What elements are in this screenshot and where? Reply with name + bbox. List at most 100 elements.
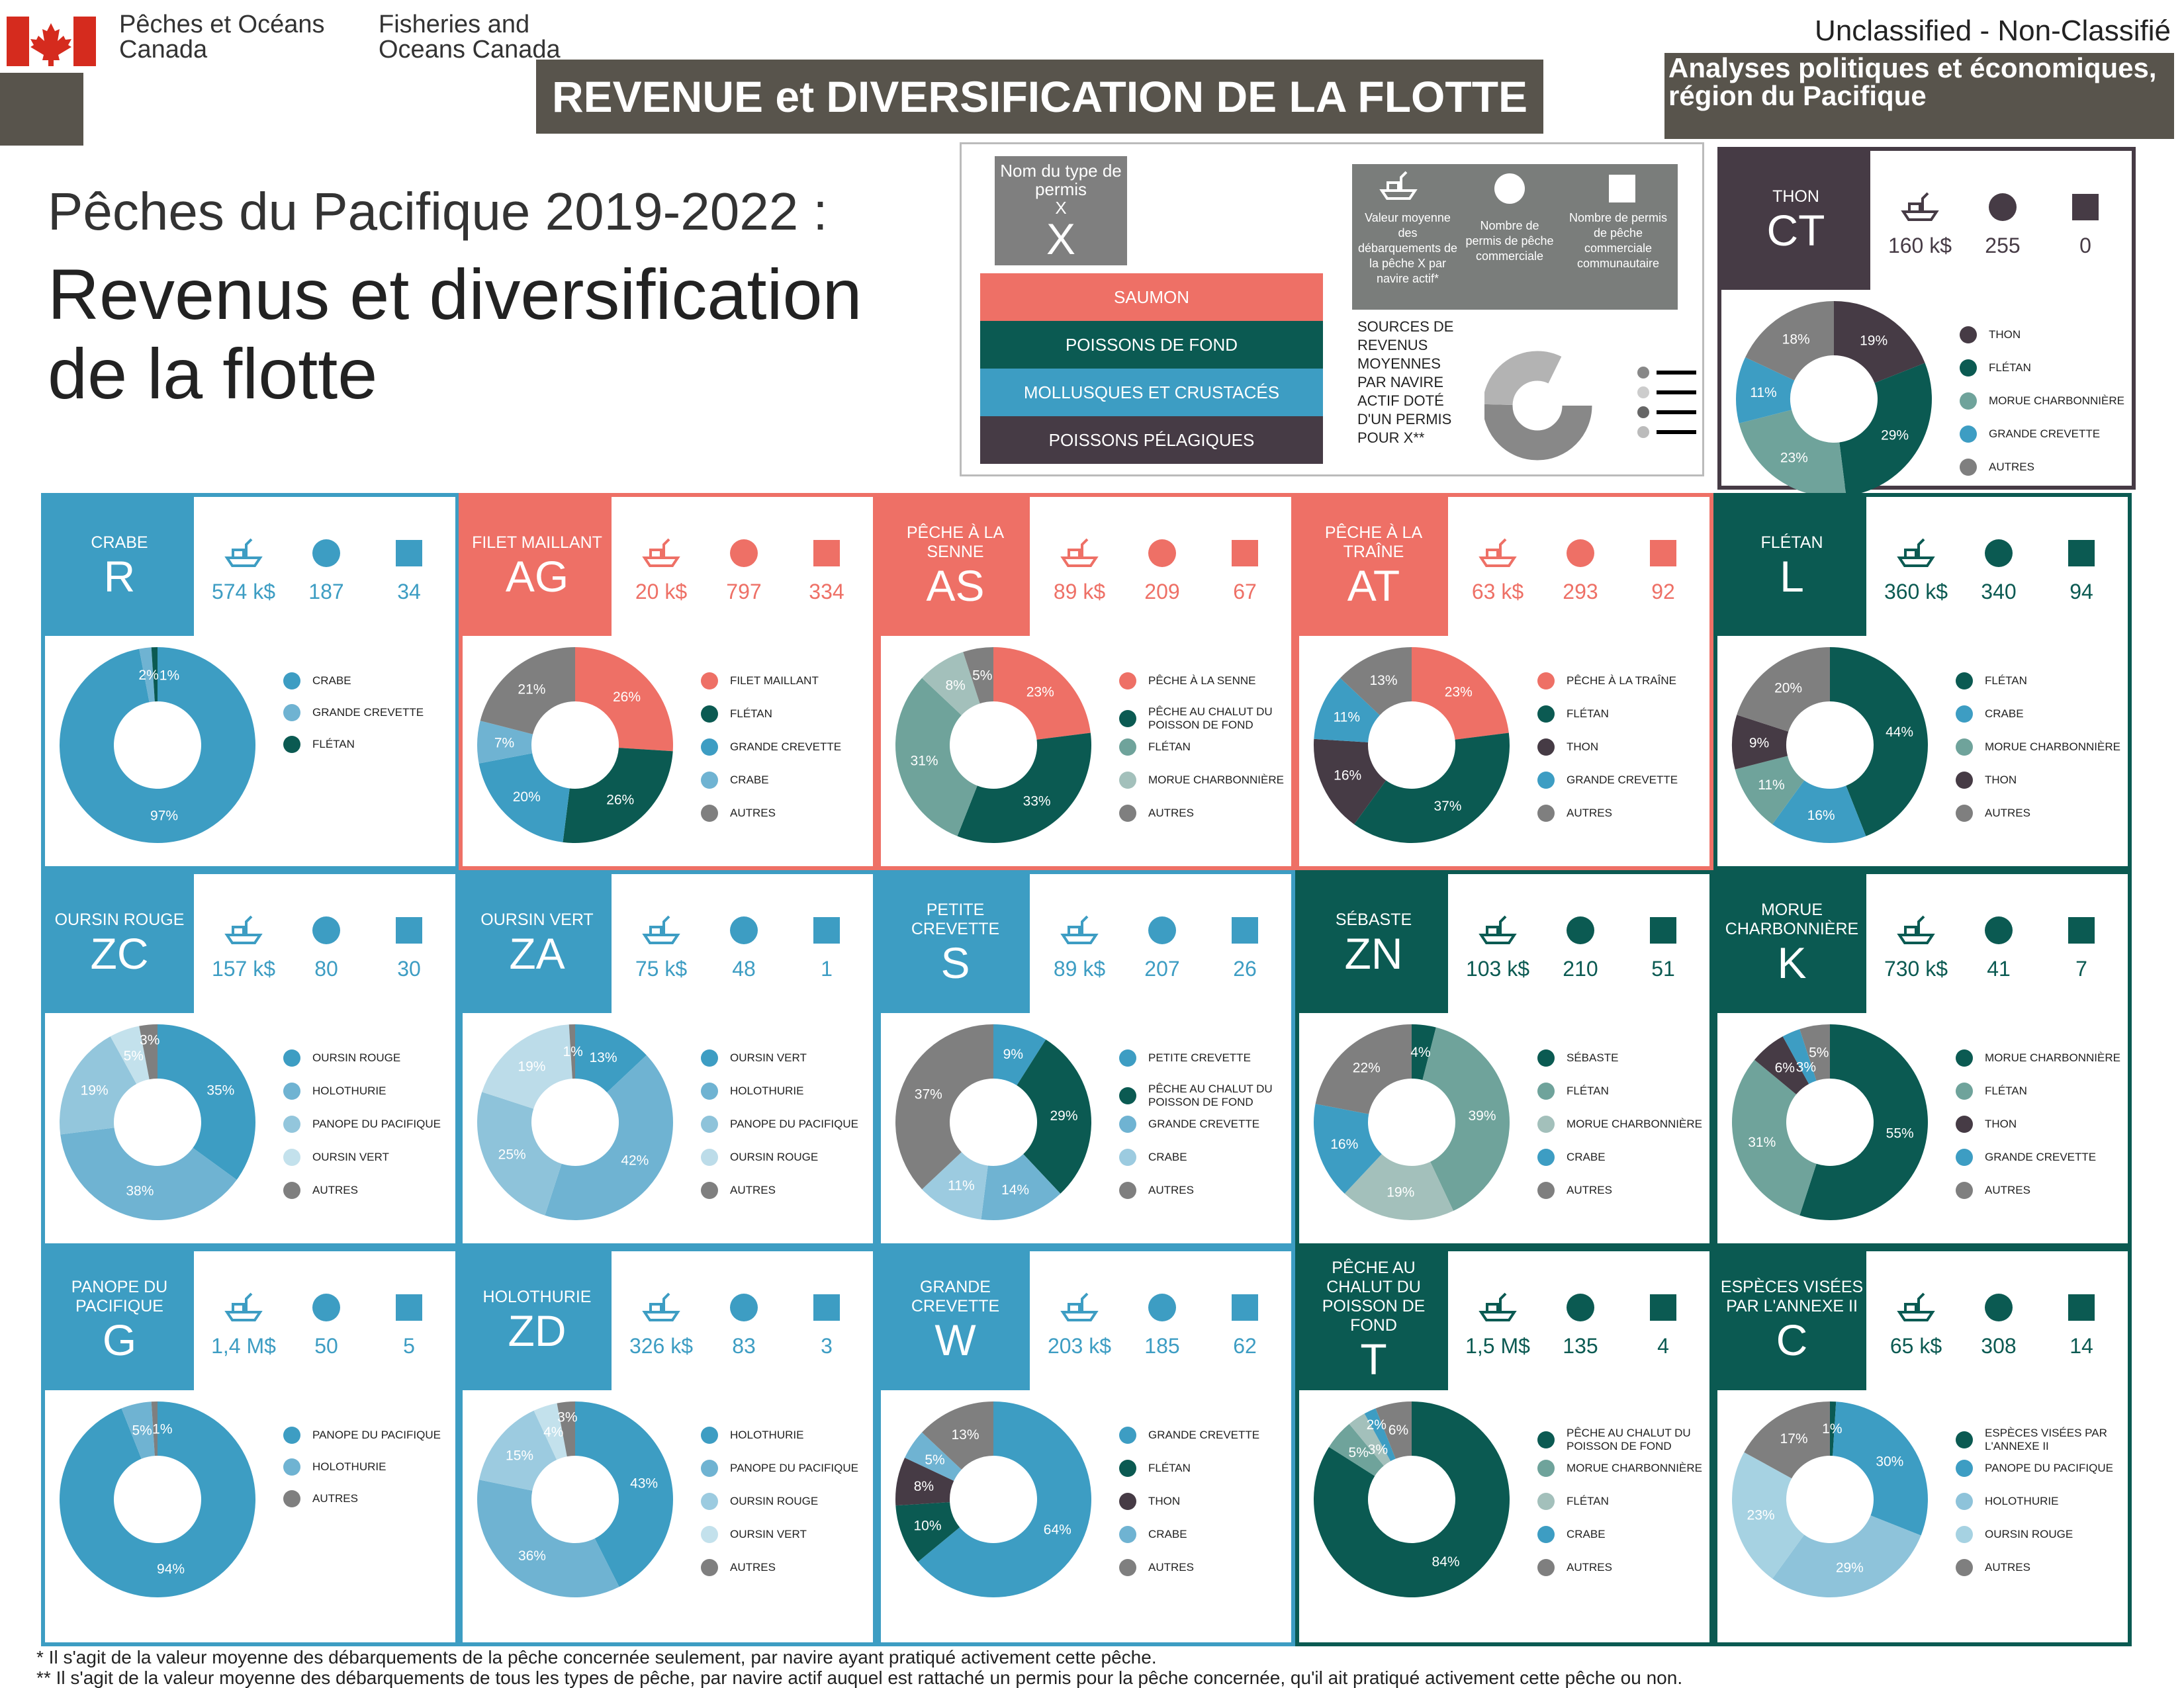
panel-za: OURSIN VERT ZA 75 k$ 48 1 13% 42% 25% 19% 1% OURSI… xyxy=(459,870,877,1247)
slice-label: 19% xyxy=(1860,333,1888,349)
slice-label: 14% xyxy=(1001,1182,1029,1198)
legend-item: PÊCHE À LA SENNE xyxy=(1119,672,1288,689)
donut-slice xyxy=(1354,733,1510,843)
panel-header: FLÉTAN L xyxy=(1717,497,1866,636)
sample-donut xyxy=(1484,351,1696,461)
donut-slice xyxy=(480,647,575,734)
legend-item: FILET MAILLANT xyxy=(701,672,870,689)
fishery-name: GRANDE CREVETTE xyxy=(911,1278,1000,1315)
panel-header: MORUE CHARBONNIÈRE K xyxy=(1717,874,1866,1013)
slice-label: 33% xyxy=(1023,794,1051,809)
donut-slice xyxy=(1744,1401,1830,1479)
legend-label: PANOPE DU PACIFIQUE xyxy=(730,1118,858,1130)
permit-code: L xyxy=(1780,551,1804,601)
slice-label: 23% xyxy=(1780,450,1808,465)
panel-header: OURSIN VERT ZA xyxy=(463,874,612,1013)
legend-label: HOLOTHURIE xyxy=(1985,1495,2059,1507)
slice-label: 20% xyxy=(513,789,541,805)
legend-dot xyxy=(1537,805,1555,822)
legend-item: OURSIN ROUGE xyxy=(1956,1526,2124,1543)
legend-dot xyxy=(1537,1526,1555,1543)
donut-slice xyxy=(557,1401,575,1457)
legend-label: OURSIN ROUGE xyxy=(312,1051,401,1064)
panel-header: FILET MAILLANT AG xyxy=(463,497,612,636)
donut-slice xyxy=(1349,1413,1391,1466)
legend-label: AUTRES xyxy=(1985,807,2030,819)
panel-c: ESPÈCES VISÉES PAR L'ANNEXE II C 65 k$ 308 1… xyxy=(1713,1247,2132,1646)
legend-dot xyxy=(701,805,718,822)
donut-slice xyxy=(1830,1401,1837,1456)
donut-slice xyxy=(905,1432,962,1481)
donut-slice xyxy=(1422,1027,1510,1211)
donut-slice xyxy=(139,647,155,703)
donut-slice xyxy=(1364,1408,1396,1462)
legend-label: AUTRES xyxy=(1148,807,1194,819)
legend-label: AUTRES xyxy=(1148,1561,1194,1574)
stat-community: 92 xyxy=(1651,580,1675,603)
legend-circle-text: Nombre de permis de pêche commerciale xyxy=(1465,219,1554,263)
legend-item: GRANDE CREVETTE xyxy=(283,704,452,721)
donut-slice xyxy=(1839,363,1932,496)
footnote-1: * Il s'agit de la valeur moyenne des déb… xyxy=(36,1647,1157,1667)
legend-dot xyxy=(1960,326,1977,343)
panel-header: PANOPE DU PACIFIQUE G xyxy=(45,1251,194,1390)
legend-square-text: Nombre de permis de pêche commerciale co… xyxy=(1569,211,1668,270)
stat-permits: 41 xyxy=(1987,957,2011,981)
slice-label: 20% xyxy=(1774,680,1802,695)
legend-item: MORUE CHARBONNIÈRE xyxy=(1537,1116,1706,1133)
org-name-en: Fisheries and Oceans Canada xyxy=(379,11,561,64)
stat-value: 75 k$ xyxy=(635,957,688,981)
slice-label: 38% xyxy=(126,1184,154,1199)
legend-dot xyxy=(701,1559,718,1576)
legend-label: FLÉTAN xyxy=(1567,1495,1609,1507)
legend-label: AUTRES xyxy=(1567,1184,1612,1196)
legend-permit-box: Nom du type de permis X X xyxy=(995,156,1127,265)
legend-dot xyxy=(1956,1049,1973,1067)
donut-slice xyxy=(477,1092,562,1216)
slice-label: 55% xyxy=(1886,1126,1914,1141)
legend-item: CRABE xyxy=(1119,1149,1288,1166)
page-title: Revenus et diversification de la flotte xyxy=(48,254,862,414)
permit-code: CT xyxy=(1766,205,1825,255)
legend-dot xyxy=(1119,1493,1136,1510)
panel-header: GRANDE CREVETTE W xyxy=(881,1251,1030,1390)
stat-permits: 308 xyxy=(1981,1334,2017,1358)
legend-item: AUTRES xyxy=(1119,1182,1288,1199)
donut-slice xyxy=(1314,1401,1510,1597)
slice-label: 37% xyxy=(1433,799,1461,814)
legend-label: PETITE CREVETTE xyxy=(1148,1051,1251,1064)
revenue-donut: 23% 37% 16% 11% 13% xyxy=(1314,647,1510,843)
slice-label: 18% xyxy=(1782,332,1810,347)
slice-label: 26% xyxy=(606,792,634,807)
legend-label: AUTRES xyxy=(730,1561,776,1574)
slice-label: 31% xyxy=(911,753,938,768)
legend-dot xyxy=(701,1049,718,1067)
boat-icon xyxy=(1379,171,1418,205)
legend-dot xyxy=(1119,1116,1136,1133)
boat-icon xyxy=(1876,537,1956,570)
slice-label: 11% xyxy=(1758,777,1784,793)
legend-item: THON xyxy=(1537,738,1706,756)
revenue-donut: 9% 29% 14% 11% 37% xyxy=(895,1024,1091,1220)
fishery-name: CRABE xyxy=(91,533,148,552)
canada-flag-logo xyxy=(7,17,96,66)
slice-label: 22% xyxy=(1353,1061,1381,1076)
legend-dot xyxy=(1119,1049,1136,1067)
boat-icon xyxy=(1876,1291,1956,1324)
revenue-donut: 23% 33% 31% 8% 5% xyxy=(895,647,1091,843)
panel-header: SÉBASTE ZN xyxy=(1299,874,1448,1013)
legend-dot xyxy=(1956,1526,1973,1543)
legend-item: AUTRES xyxy=(1537,805,1706,822)
slice-label: 23% xyxy=(1747,1507,1775,1523)
permit-code: K xyxy=(1777,938,1807,987)
stat-community: 7 xyxy=(2075,957,2087,981)
stat-value: 89 k$ xyxy=(1053,957,1106,981)
legend-dot xyxy=(283,704,300,721)
legend-dot xyxy=(283,1149,300,1166)
legend-label: AUTRES xyxy=(312,1492,358,1505)
slice-label: 35% xyxy=(206,1083,234,1098)
slice-label: 2% xyxy=(138,668,158,683)
square-icon xyxy=(2042,537,2121,570)
circle-icon xyxy=(287,1291,366,1324)
panel-zc: OURSIN ROUGE ZC 157 k$ 80 30 35% 38% 19% 5% 3% OUR… xyxy=(41,870,459,1247)
